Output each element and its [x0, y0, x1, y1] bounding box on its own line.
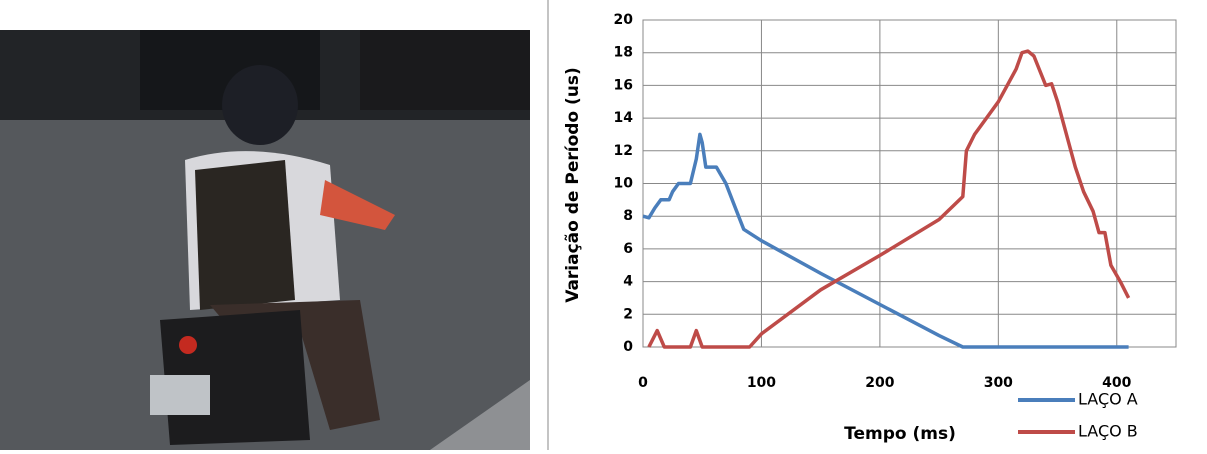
- y-tick-label: 10: [614, 176, 634, 192]
- line-series: [649, 51, 1129, 347]
- y-tick-label: 0: [623, 339, 633, 355]
- y-tick-label: 2: [623, 306, 633, 322]
- legend-label: LAÇO A: [1078, 390, 1138, 409]
- y-axis-title: Variação de Período (us): [563, 67, 583, 303]
- legend-label: LAÇO B: [1078, 422, 1138, 441]
- y-tick-label: 12: [614, 143, 633, 159]
- y-tick-label: 8: [623, 208, 633, 224]
- line-series: [643, 134, 1129, 347]
- x-axis-title: Tempo (ms): [844, 424, 956, 444]
- y-tick-label: 4: [623, 274, 633, 290]
- figure: Tempo (ms) Variação de Período (us) 0 2 4 6…: [0, 0, 1207, 450]
- y-tick-label: 14: [614, 110, 634, 126]
- y-tick-label: 18: [614, 45, 633, 61]
- x-tick-label: 0: [638, 375, 648, 391]
- x-tick-label: 200: [865, 375, 894, 391]
- y-tick-label: 16: [614, 77, 633, 93]
- y-tick-label: 20: [614, 12, 634, 28]
- y-tick-label: 6: [623, 241, 633, 257]
- x-tick-label: 100: [747, 375, 776, 391]
- x-tick-label: 300: [984, 375, 1013, 391]
- photo: [0, 30, 530, 450]
